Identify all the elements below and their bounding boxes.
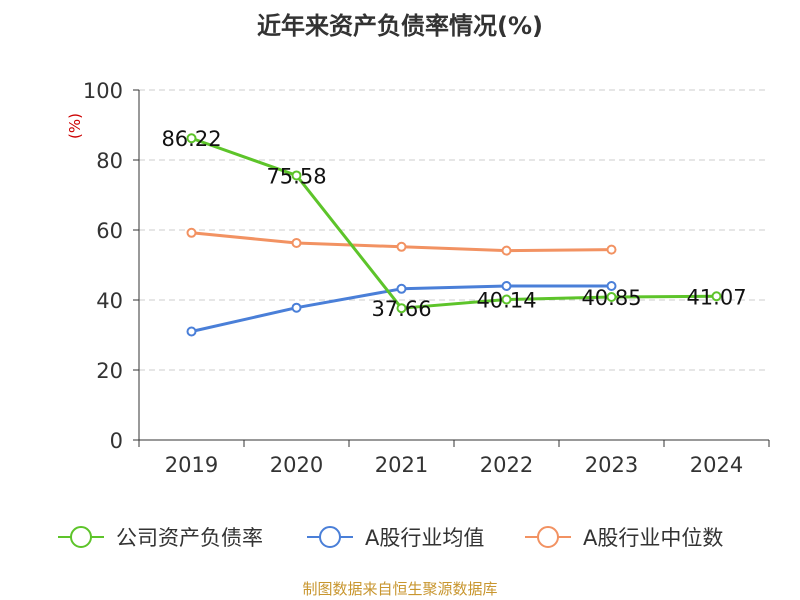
data-point [606,244,617,255]
x-tick-labels: 2019 2020 2021 2022 2023 2024 [165,453,743,477]
y-tick-labels: 0 20 40 60 80 100 [83,79,123,453]
y-tick-label: 40 [96,289,123,313]
legend-marker [319,526,341,548]
series-lines [186,133,722,337]
data-point [186,326,197,337]
data-label: 37.66 [371,297,431,321]
axes [133,89,770,447]
legend: 公司资产负债率 A股行业均值 A股行业中位数 [58,526,723,550]
y-tick-label: 100 [83,79,123,103]
legend-marker [537,526,559,548]
y-tick-label: 0 [110,429,123,453]
x-tick-label: 2021 [375,453,428,477]
data-point [711,291,722,302]
y-tick-label: 60 [96,219,123,243]
data-point [501,294,512,305]
x-tick-label: 2022 [480,453,533,477]
x-tick-label: 2019 [165,453,218,477]
data-point [606,281,617,291]
data-label: 40.14 [476,289,536,313]
grid-lines [139,89,769,371]
data-point [291,302,302,313]
data-label: 75.58 [266,164,326,188]
data-point [396,283,407,294]
y-tick-label: 80 [96,149,123,173]
legend-marker [70,526,92,548]
data-point [501,281,512,291]
data-label: 40.85 [581,286,641,310]
data-point [291,170,302,181]
chart-title: 近年来资产负债率情况(%) [257,12,543,40]
x-tick-label: 2023 [585,453,638,477]
data-point [396,303,407,314]
x-tick-label: 2024 [690,453,743,477]
y-axis-label: (%) [66,113,84,139]
data-point [186,133,197,144]
data-point [501,245,512,256]
series-line [190,136,717,310]
data-point [291,237,302,248]
data-point [186,227,197,238]
data-point [396,241,407,252]
data-label: 86.22 [161,127,221,151]
legend-label: A股行业均值 [365,526,484,550]
legend-label: A股行业中位数 [583,526,723,550]
legend-label: 公司资产负债率 [116,526,263,550]
data-label: 41.07 [686,285,746,309]
y-tick-label: 20 [96,359,123,383]
x-tick-label: 2020 [270,453,323,477]
data-point [606,292,617,303]
source-note: 制图数据来自恒生聚源数据库 [302,580,498,598]
data-labels: 86.22 75.58 37.66 40.14 40.85 41.07 [161,127,746,321]
